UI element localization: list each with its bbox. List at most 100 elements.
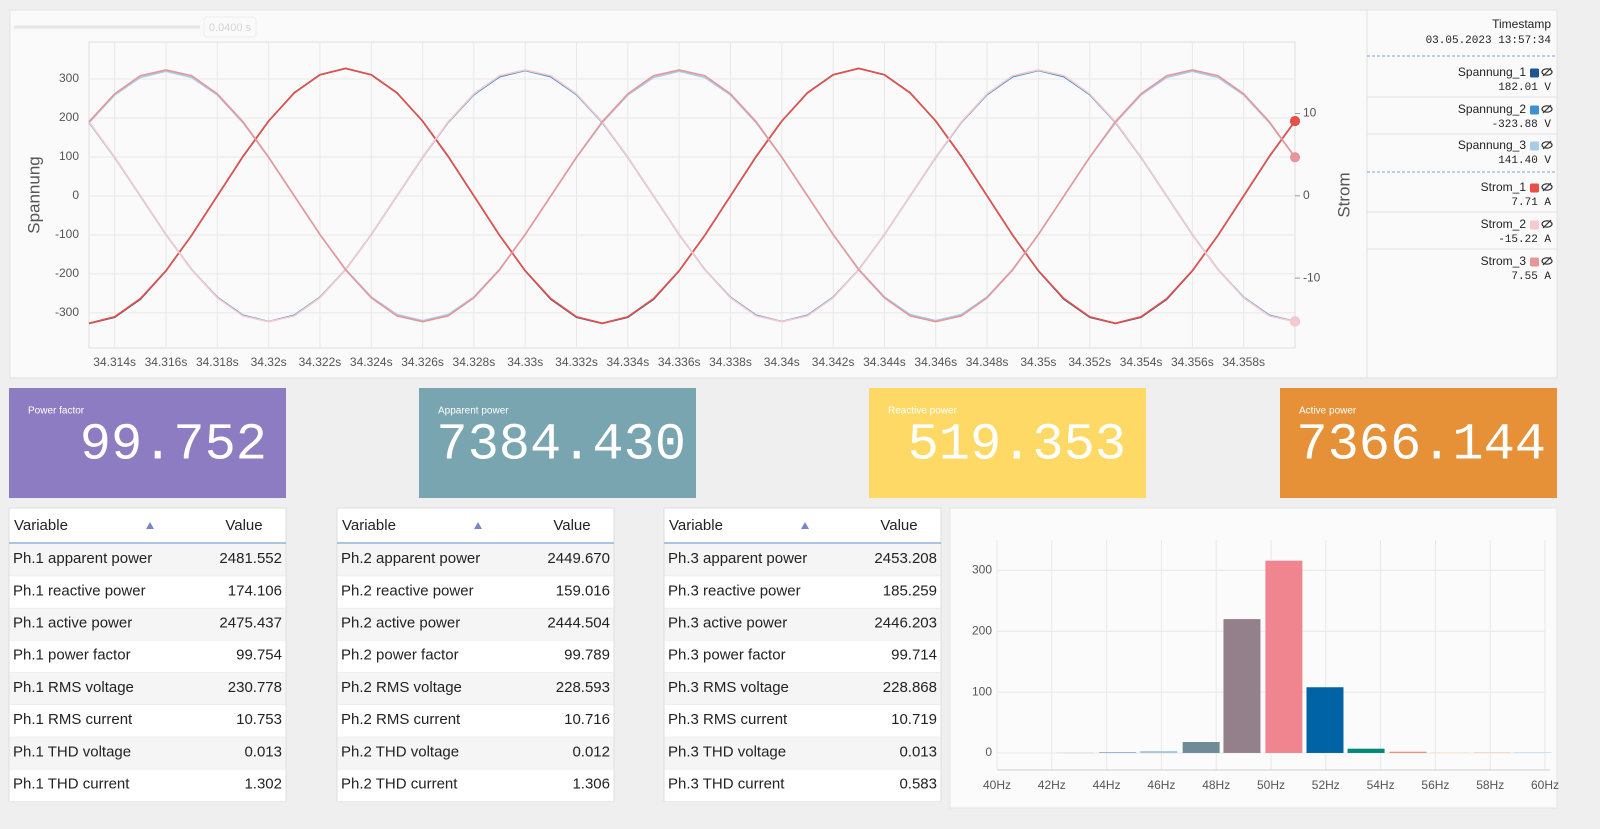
cell: 99.714	[891, 647, 937, 664]
legend-swatch[interactable]	[1530, 105, 1539, 115]
column-header[interactable]: Value	[225, 517, 262, 534]
visibility-icon[interactable]	[1541, 68, 1553, 76]
table-row	[9, 737, 286, 770]
column-header[interactable]: Variable	[14, 517, 68, 534]
y-tick-label: 0	[985, 745, 992, 759]
cell: Ph.2 power factor	[341, 647, 459, 664]
cell: Ph.1 THD current	[13, 775, 130, 792]
cell: 2449.670	[547, 550, 610, 567]
visibility-icon[interactable]	[1541, 141, 1553, 149]
legend-readout: 182.01 V	[1498, 82, 1551, 94]
cell: Ph.2 RMS voltage	[341, 679, 462, 696]
table-row	[664, 608, 941, 641]
kpi-card	[1280, 388, 1557, 498]
table-row	[664, 640, 941, 673]
legend-swatch[interactable]	[1530, 141, 1539, 151]
visibility-icon[interactable]	[1541, 105, 1553, 113]
cell: Ph.1 power factor	[13, 647, 131, 664]
cell: Ph.3 RMS voltage	[668, 679, 789, 696]
cell: 228.593	[556, 679, 610, 696]
table-row	[664, 705, 941, 738]
sort-icon[interactable]	[474, 522, 482, 529]
y-tick-label: 200	[59, 110, 79, 124]
legend-swatch[interactable]	[1530, 183, 1539, 193]
legend-name[interactable]: Spannung_2	[1458, 102, 1526, 116]
legend-swatch[interactable]	[1530, 68, 1539, 78]
x-tick-label: 54Hz	[1367, 778, 1395, 792]
column-header[interactable]: Variable	[342, 517, 396, 534]
table-row	[664, 576, 941, 609]
x-tick-label: 50Hz	[1257, 778, 1285, 792]
bar	[1265, 560, 1303, 753]
sort-icon[interactable]	[801, 522, 809, 529]
cell: Ph.1 THD voltage	[13, 743, 131, 760]
cell: Ph.2 apparent power	[341, 550, 480, 567]
x-tick-label: 34.328s	[453, 355, 496, 369]
kpi-value: 99.752	[80, 416, 267, 475]
visibility-icon[interactable]	[1541, 220, 1553, 228]
x-tick-label: 34.33s	[507, 355, 543, 369]
table-row	[664, 672, 941, 705]
cell: Ph.3 apparent power	[668, 550, 807, 567]
legend-name[interactable]: Spannung_1	[1458, 65, 1526, 79]
kpi-card	[869, 388, 1146, 498]
x-tick-label: 34.342s	[812, 355, 855, 369]
cell: Ph.3 THD voltage	[668, 743, 786, 760]
y-tick-label: 0	[72, 188, 79, 202]
series-line	[88, 69, 1296, 323]
column-header[interactable]: Value	[553, 517, 590, 534]
kpi-label: Active power	[1299, 406, 1357, 417]
x-tick-label: 34.314s	[93, 355, 136, 369]
legend-name[interactable]: Spannung_3	[1458, 138, 1526, 152]
legend-name[interactable]: Strom_3	[1481, 254, 1527, 268]
legend-swatch[interactable]	[1530, 220, 1539, 230]
range-label: 0.0400 s	[209, 22, 252, 34]
table-row	[337, 576, 614, 609]
kpi-card	[9, 388, 286, 498]
series-line	[88, 69, 1296, 323]
visibility-icon[interactable]	[1541, 257, 1553, 265]
table-row	[337, 608, 614, 641]
legend-readout: 7.55 A	[1511, 271, 1551, 283]
table-row	[9, 769, 286, 802]
column-header[interactable]: Variable	[669, 517, 723, 534]
kpi-label: Power factor	[28, 406, 85, 417]
bar	[1099, 752, 1137, 753]
visibility-slash	[1542, 104, 1552, 114]
legend-readout: 141.40 V	[1498, 155, 1551, 167]
legend-readout: -323.88 V	[1492, 119, 1552, 131]
y2-tick-label: 0	[1303, 188, 1310, 202]
y-tick-label: 300	[972, 563, 992, 577]
visibility-icon[interactable]	[1541, 183, 1553, 191]
cursor-dot	[1290, 115, 1300, 126]
cell: 2475.437	[219, 614, 282, 631]
legend-swatch[interactable]	[1530, 257, 1539, 267]
sort-icon[interactable]	[146, 522, 154, 529]
cell: 1.302	[244, 775, 282, 792]
x-tick-label: 34.332s	[555, 355, 598, 369]
legend-name[interactable]: Strom_2	[1481, 217, 1527, 231]
cell: Ph.3 RMS current	[668, 711, 788, 728]
legend-name[interactable]: Strom_1	[1481, 180, 1527, 194]
y2-tick-label: 10	[1303, 106, 1317, 120]
timestamp-label: Timestamp	[1492, 17, 1551, 31]
x-tick-label: 48Hz	[1202, 778, 1230, 792]
table-row	[337, 737, 614, 770]
cell: 0.583	[899, 775, 937, 792]
cell: 185.259	[883, 582, 937, 599]
x-tick-label: 34.346s	[914, 355, 957, 369]
x-tick-label: 34.324s	[350, 355, 393, 369]
cell: 2481.552	[219, 550, 282, 567]
visibility-slash	[1542, 256, 1552, 266]
column-header[interactable]: Value	[880, 517, 917, 534]
x-tick-label: 34.326s	[401, 355, 444, 369]
x-tick-label: 34.32s	[251, 355, 287, 369]
y-tick-label: 100	[972, 684, 992, 698]
cell: Ph.1 active power	[13, 614, 132, 631]
x-tick-label: 34.348s	[966, 355, 1009, 369]
plot-area	[88, 41, 1296, 349]
cursor-dot	[1290, 152, 1300, 163]
y-axis-label: Spannung	[24, 156, 43, 234]
cell: Ph.2 THD voltage	[341, 743, 459, 760]
